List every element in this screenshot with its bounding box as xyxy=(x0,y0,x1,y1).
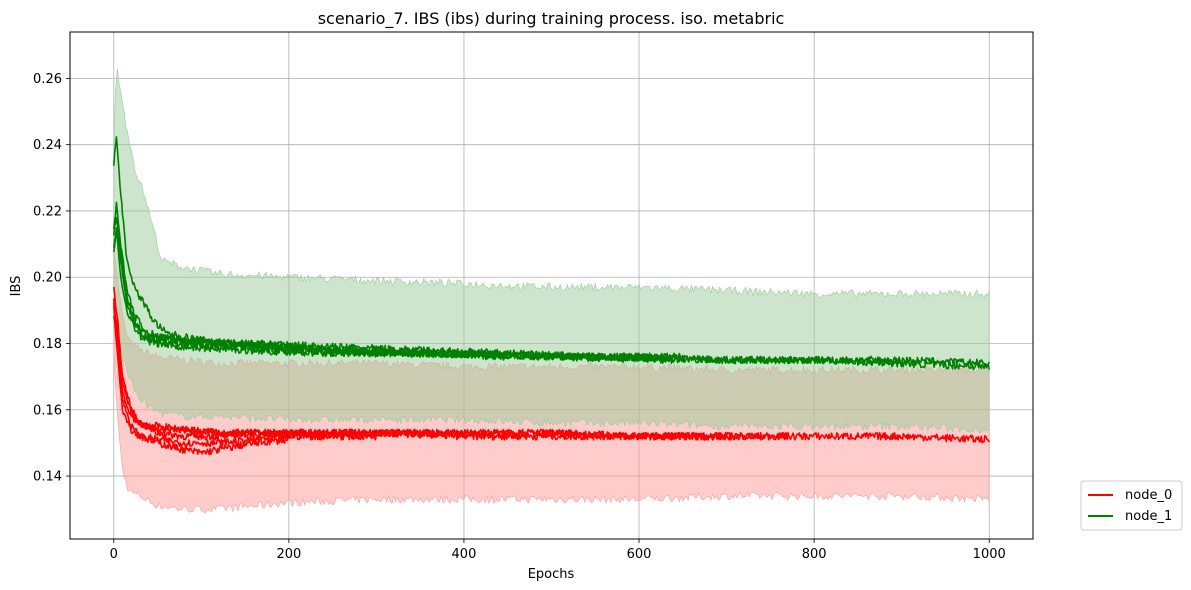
x-tick-label: 1000 xyxy=(973,547,1006,562)
y-tick-label: 0.14 xyxy=(33,470,62,485)
x-tick-label: 600 xyxy=(627,547,652,562)
series-lines xyxy=(113,136,990,456)
y-tick-label: 0.26 xyxy=(33,72,62,87)
y-axis-ticks: 0.14 0.16 0.18 0.20 0.22 0.24 0.26 xyxy=(33,72,70,485)
confidence-bands xyxy=(113,68,990,514)
x-tick-label: 400 xyxy=(452,547,477,562)
plot-frame xyxy=(69,31,1034,540)
line-node-0-run-4 xyxy=(113,302,728,441)
line-node-1-run-4 xyxy=(113,229,684,364)
chart-title: scenario_7. IBS (ibs) during training pr… xyxy=(318,9,785,29)
x-tick-label: 800 xyxy=(802,547,827,562)
y-tick-label: 0.16 xyxy=(33,403,62,418)
x-axis-label: Epochs xyxy=(528,567,575,582)
legend-box xyxy=(1080,480,1183,531)
y-tick-label: 0.18 xyxy=(33,337,62,352)
legend-label-node-1: node_1 xyxy=(1125,509,1172,524)
band-node-1 xyxy=(113,68,990,433)
y-axis-label: IBS xyxy=(9,276,24,297)
y-tick-label: 0.22 xyxy=(33,204,62,219)
legend-label-node-0: node_0 xyxy=(1125,488,1172,503)
x-axis-ticks: 0 200 400 600 800 1000 xyxy=(110,539,1006,562)
x-tick-label: 0 xyxy=(110,547,118,562)
x-tick-label: 200 xyxy=(276,547,301,562)
y-tick-label: 0.24 xyxy=(33,138,62,153)
y-tick-label: 0.20 xyxy=(33,271,62,286)
line-node-0-run-3 xyxy=(113,315,290,456)
legend: node_0 node_1 xyxy=(1080,480,1183,531)
